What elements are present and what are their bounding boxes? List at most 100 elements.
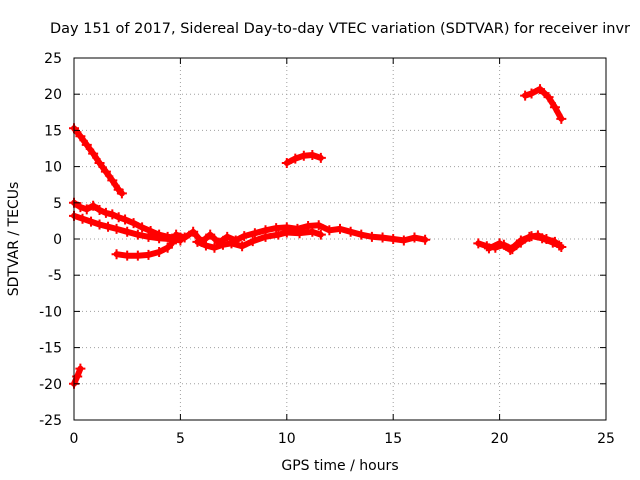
- series-arc-descending-15: [69, 123, 127, 199]
- data-point: [222, 231, 233, 242]
- data-point: [100, 166, 111, 177]
- axis-ticks: [73, 57, 607, 421]
- data-point: [111, 223, 122, 234]
- data-point: [94, 157, 105, 168]
- series-arc-11: [281, 150, 326, 168]
- data-point: [543, 92, 554, 103]
- data-point: [103, 221, 114, 232]
- data-point: [377, 232, 388, 243]
- data-point: [94, 205, 105, 216]
- x-tick-label: 0: [70, 431, 79, 447]
- data-point: [200, 240, 211, 251]
- y-tick-label: -5: [48, 268, 62, 284]
- data-point: [116, 188, 127, 199]
- y-tick-label: -10: [39, 304, 62, 320]
- data-point: [75, 363, 86, 374]
- y-tick-label: 5: [53, 196, 62, 212]
- data-point: [100, 207, 111, 218]
- data-point: [107, 209, 118, 220]
- data-point: [122, 226, 133, 237]
- x-tick-label: 15: [384, 431, 402, 447]
- series-arc-lower-band: [192, 226, 326, 253]
- data-point: [192, 236, 203, 247]
- series-arc-late-b: [483, 231, 565, 255]
- chart-title: Day 151 of 2017, Sidereal Day-to-day VTE…: [50, 21, 630, 37]
- data-point: [315, 229, 326, 240]
- data-point: [154, 233, 165, 244]
- data-point: [388, 234, 399, 244]
- y-axis-label: SDTVAR / TECUs: [6, 182, 22, 297]
- data-point: [122, 250, 133, 261]
- x-tick-labels: 0 5 10 15 20 25: [70, 431, 615, 447]
- data-point: [75, 131, 86, 142]
- data-point: [86, 216, 97, 227]
- data-point: [137, 222, 148, 233]
- y-tick-label: 25: [44, 51, 62, 67]
- y-tick-label: -25: [39, 413, 62, 429]
- data-point: [132, 229, 143, 240]
- data-point: [226, 238, 237, 249]
- data-point: [260, 231, 271, 242]
- data-point: [526, 88, 537, 99]
- data-point: [281, 227, 292, 238]
- data-point: [515, 235, 526, 246]
- data-point: [483, 243, 494, 254]
- data-point: [554, 240, 565, 251]
- data-point: [307, 226, 318, 237]
- data-point: [94, 219, 105, 230]
- data-point: [494, 238, 505, 249]
- data-point: [549, 102, 560, 113]
- data-point: [526, 231, 537, 242]
- y-tick-labels: -25 -20 -15 -10 -5 0 5 10 15 20 25: [39, 51, 62, 429]
- data-point: [249, 228, 260, 239]
- data-point: [294, 228, 305, 239]
- data-point: [313, 220, 324, 231]
- y-tick-label: 20: [44, 87, 62, 103]
- x-tick-label: 20: [491, 431, 509, 447]
- data-point: [171, 229, 182, 240]
- data-point: [143, 249, 154, 260]
- data-point: [398, 235, 409, 246]
- y-tick-label: 10: [44, 160, 62, 176]
- data-point: [154, 247, 165, 258]
- data-point: [547, 237, 558, 248]
- data-point: [556, 113, 567, 124]
- data-point: [520, 90, 531, 101]
- data-point: [205, 229, 216, 240]
- data-point: [505, 244, 516, 255]
- data-point: [88, 200, 99, 211]
- data-point: [356, 229, 367, 240]
- x-tick-label: 5: [176, 431, 185, 447]
- series-arc-main-band: [171, 220, 431, 248]
- y-tick-label: -20: [39, 377, 62, 393]
- data-point: [107, 175, 118, 186]
- data-point: [237, 241, 248, 252]
- y-tick-label: 0: [53, 232, 62, 248]
- data-point: [273, 229, 284, 240]
- data-point: [188, 226, 199, 237]
- data-point: [132, 250, 143, 261]
- data-point: [81, 139, 92, 150]
- series-arc-negative-2: [111, 238, 177, 261]
- data-point: [81, 204, 92, 215]
- data-point: [247, 236, 258, 247]
- data-point: [77, 213, 88, 224]
- data-point: [166, 238, 177, 249]
- data-point: [271, 223, 282, 234]
- data-point: [111, 249, 122, 260]
- series-layer: [69, 84, 567, 389]
- data-point: [239, 231, 250, 242]
- data-point: [113, 212, 124, 223]
- data-point: [128, 218, 139, 229]
- series-arc-neg-20: [69, 363, 86, 389]
- data-point: [120, 214, 131, 225]
- data-point: [75, 202, 86, 213]
- data-point: [473, 238, 484, 249]
- data-point: [345, 226, 356, 237]
- data-point: [298, 150, 309, 161]
- data-point: [281, 157, 292, 168]
- data-point: [335, 223, 345, 234]
- data-point: [366, 231, 377, 242]
- data-point: [290, 153, 301, 164]
